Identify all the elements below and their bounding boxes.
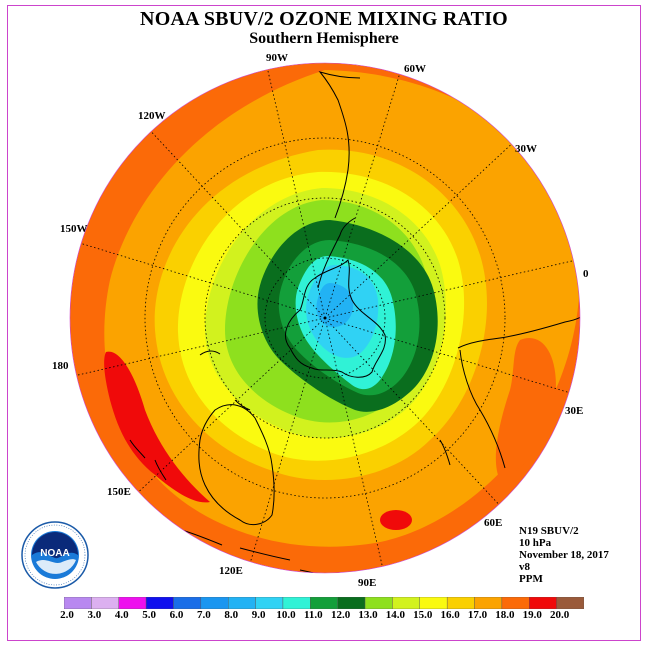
date-label: November 18, 2017 [519, 549, 609, 561]
colorbar [64, 597, 584, 609]
colorbar-tick-label: 7.0 [196, 609, 211, 621]
info-block: N19 SBUV/2 10 hPa November 18, 2017 v8 P… [519, 525, 609, 585]
lon-label-60w: 60W [404, 63, 426, 75]
meridian-line [324, 317, 500, 505]
colorbar-tick-label: 4.0 [114, 609, 129, 621]
colorbar-tick-label: 13.0 [358, 609, 378, 621]
band-7-8 [316, 283, 354, 328]
latitude-circles [144, 137, 506, 499]
colorbar-swatch [200, 597, 229, 609]
lon-label-30w: 30W [515, 143, 537, 155]
lon-label-150e: 150E [107, 486, 131, 498]
colorbar-swatch [364, 597, 393, 609]
colorbar-tick-label: 10.0 [276, 609, 296, 621]
meridian-line [324, 317, 569, 393]
meridian-line [250, 317, 326, 562]
colorbar-swatch [228, 597, 256, 609]
lon-label-90w: 90W [266, 52, 288, 64]
colorbar-tick-label: 9.0 [251, 609, 266, 621]
band-18-19-west [104, 351, 210, 503]
colorbar-tick-label: 2.0 [60, 609, 74, 621]
lon-label-90e: 90E [358, 577, 377, 589]
colorbar-tick-label: 6.0 [169, 609, 184, 621]
colorbar-tick-label: 16.0 [440, 609, 460, 621]
units-label: PPM [519, 573, 543, 585]
colorbar-tick-label: 18.0 [495, 609, 515, 621]
colorbar-swatch [392, 597, 420, 609]
colorbar-tick-label: 8.0 [224, 609, 239, 621]
noaa-logo: NOAA [21, 521, 89, 589]
figure-frame [7, 5, 641, 641]
band-17-18-east [495, 338, 556, 480]
colorbar-tick-label: 5.0 [142, 609, 156, 621]
colorbar-ticks: 2.0 3.0 4.0 5.0 6.0 7.0 8.0 9.0 10.0 11.0 12.0 13.0… [0, 609, 648, 623]
colorbar-swatch [173, 597, 202, 609]
colorbar-swatch [91, 597, 119, 609]
meridian-lines [76, 69, 574, 567]
meridian-line [150, 131, 326, 319]
colorbar-tick-label: 12.0 [331, 609, 351, 621]
band-18-19-east [380, 510, 412, 530]
map-subtitle: Southern Hemisphere [249, 30, 399, 47]
meridian-line [324, 260, 574, 319]
level-label: 10 hPa [519, 537, 552, 549]
colorbar-swatch [282, 597, 311, 609]
meridian-line [324, 74, 400, 319]
colorbar-swatch [501, 597, 530, 609]
lon-label-0: 0 [583, 268, 589, 280]
colorbar-tick-label: 14.0 [385, 609, 406, 621]
colorbar-tick-label: 19.0 [522, 609, 542, 621]
colorbar-tick-label: 17.0 [467, 609, 488, 621]
logo-text: NOAA [40, 548, 69, 559]
meridian-line [324, 143, 512, 319]
colorbar-tick-label: 15.0 [413, 609, 433, 621]
satellite-label: N19 SBUV/2 [519, 525, 579, 537]
colorbar-swatch [145, 597, 174, 609]
colorbar-swatch [64, 597, 92, 609]
lon-label-120e: 120E [219, 565, 243, 577]
meridian-line [81, 243, 326, 319]
colorbar-swatch [310, 597, 338, 609]
colorbar-swatch [474, 597, 503, 609]
lon-label-120w: 120W [138, 110, 166, 122]
colorbar-swatch [446, 597, 475, 609]
lon-label-150w: 150W [60, 223, 88, 235]
colorbar-tick-label: 11.0 [303, 609, 323, 621]
colorbar-swatch [337, 597, 366, 609]
lon-label-180: 180 [52, 360, 69, 372]
colorbar-swatch [529, 597, 557, 609]
colorbar-swatch [118, 597, 147, 609]
version-label: v8 [519, 561, 530, 573]
meridian-line [324, 317, 383, 567]
map-title: NOAA SBUV/2 OZONE MIXING RATIO [140, 8, 508, 30]
colorbar-tick-label: 3.0 [87, 609, 102, 621]
lon-label-60e: 60E [484, 517, 503, 529]
meridian-line [138, 317, 326, 493]
map-boundary [69, 62, 581, 574]
meridian-line [267, 69, 326, 319]
colorbar-swatch [255, 597, 284, 609]
colorbar-swatch [556, 597, 584, 609]
meridian-line [76, 317, 326, 376]
lon-label-30e: 30E [565, 405, 584, 417]
colorbar-tick-label: 20.0 [550, 609, 570, 621]
colorbar-swatch [419, 597, 448, 609]
